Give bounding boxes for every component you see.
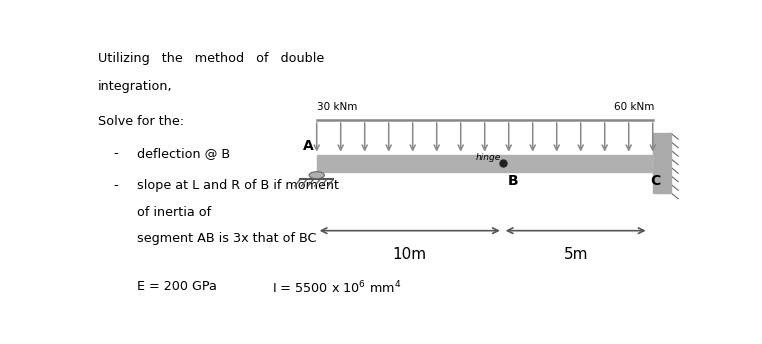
- Text: B: B: [507, 174, 518, 189]
- Circle shape: [309, 172, 325, 179]
- Text: C: C: [650, 174, 660, 189]
- Text: -: -: [113, 179, 117, 192]
- Text: Solve for the:: Solve for the:: [98, 116, 184, 128]
- Bar: [317, 154, 653, 172]
- Text: 5m: 5m: [563, 247, 588, 261]
- Bar: [653, 133, 671, 193]
- Text: A: A: [303, 139, 314, 153]
- Text: I = 5500 x 10$^{6}$ mm$^{4}$: I = 5500 x 10$^{6}$ mm$^{4}$: [273, 280, 402, 296]
- Text: 30 kNm: 30 kNm: [317, 102, 357, 112]
- Text: E = 200 GPa: E = 200 GPa: [136, 280, 216, 293]
- Text: segment AB is 3x that of BC: segment AB is 3x that of BC: [136, 232, 316, 245]
- Text: slope at L and R of B if moment: slope at L and R of B if moment: [136, 179, 338, 192]
- Text: integration,: integration,: [98, 80, 173, 93]
- Text: 60 kNm: 60 kNm: [613, 102, 654, 112]
- Text: deflection @ B: deflection @ B: [136, 147, 229, 160]
- Text: Utilizing   the   method   of   double: Utilizing the method of double: [98, 52, 325, 65]
- Text: hinge: hinge: [475, 153, 501, 162]
- Text: of inertia of: of inertia of: [136, 205, 211, 218]
- Text: -: -: [113, 147, 117, 160]
- Text: 10m: 10m: [392, 247, 427, 261]
